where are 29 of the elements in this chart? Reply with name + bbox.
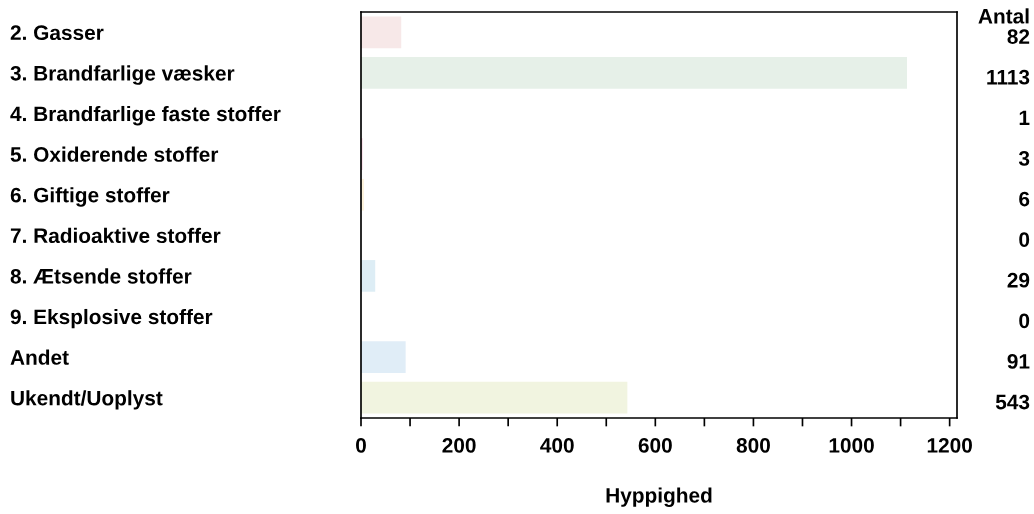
- y-tick-label: 2. Gasser: [10, 25, 104, 41]
- data-label: 29: [1007, 272, 1030, 288]
- data-label: 91: [1007, 354, 1030, 369]
- text: Antal: [978, 8, 1029, 24]
- data-label: 1113: [987, 69, 1030, 85]
- y-tick-label: Ukendt/Uoplyst: [11, 390, 163, 410]
- x-tick-label: 1200: [927, 437, 972, 453]
- data-label: 3: [1018, 151, 1030, 166]
- x-tick-label: 200: [442, 437, 476, 453]
- y-tick-label: Andet: [10, 349, 69, 365]
- data-label: 0: [1019, 232, 1030, 247]
- y-tick-label: 3. Brandfarlige væsker: [10, 65, 235, 85]
- data-label: 82: [1007, 29, 1030, 44]
- x-tick-label: 0: [356, 437, 366, 453]
- data-label: 6: [1019, 191, 1030, 207]
- y-tick-label: 8. Ætsende stoffer: [10, 268, 192, 284]
- data-label: 0: [1019, 313, 1030, 329]
- y-tick-label: 5. Oxiderende stoffer: [10, 146, 219, 162]
- data-label: 543: [995, 394, 1030, 410]
- x-tick-label: 600: [638, 437, 672, 453]
- y-tick-label: 4. Brandfarlige faste stoffer: [10, 105, 281, 126]
- x-tick-label: 400: [540, 437, 574, 453]
- x-axis-title: Hyppighed: [606, 487, 712, 507]
- y-tick-label: 7. Radioaktive stoffer: [10, 227, 221, 244]
- y-tick-label: 9. Eksplosive stoffer: [10, 308, 213, 329]
- data-label: 1: [1019, 110, 1030, 125]
- y-tick-label: 6. Giftige stoffer: [10, 187, 170, 207]
- x-tick-label: 800: [736, 437, 770, 453]
- x-tick-label: 1000: [829, 437, 874, 453]
